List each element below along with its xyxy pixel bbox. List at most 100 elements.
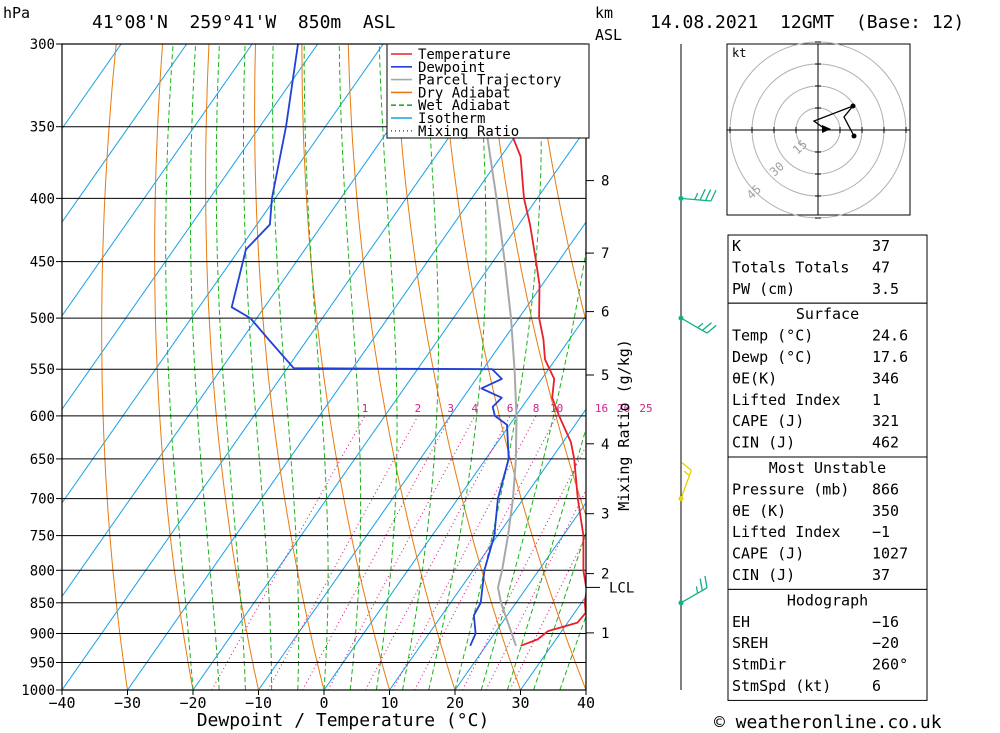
temperature-tick-label: −40 — [48, 694, 75, 712]
index-value: 260° — [872, 656, 908, 674]
wet-adiabat-line — [215, 44, 246, 690]
pressure-tick-label: 450 — [30, 255, 55, 271]
legend-label: Temperature — [418, 47, 511, 63]
km-tick-label: 5 — [601, 368, 609, 384]
isotherm-line — [62, 44, 188, 224]
temperature-tick-label: 0 — [319, 694, 328, 712]
index-section-title: Surface — [796, 305, 859, 323]
wind-barb-shaft — [680, 317, 708, 334]
km-tick-label: 7 — [601, 246, 609, 262]
pressure-tick-label: 700 — [30, 492, 55, 508]
index-value: 47 — [872, 258, 890, 276]
index-value: 346 — [872, 369, 899, 387]
wind-barb — [678, 575, 708, 606]
wet-adiabat-line — [272, 44, 300, 690]
wind-barb-feather — [699, 578, 703, 591]
wind-barb-shaft — [680, 470, 692, 499]
legend-label: Wet Adiabat — [418, 98, 511, 114]
mixing-ratio-label: 16 — [595, 402, 608, 415]
km-tick-label: 8 — [601, 174, 609, 190]
legend-label: Dewpoint — [418, 60, 485, 76]
index-box-hodograph_box — [727, 588, 928, 701]
km-tick-label: 2 — [601, 567, 609, 583]
wind-barb-feather — [683, 470, 690, 476]
wind-barb-feather — [704, 189, 712, 201]
wind-barb — [678, 188, 717, 202]
km-tick-label: 4 — [601, 437, 609, 453]
dry-adiabat-line — [533, 44, 586, 323]
hpa-unit-label: hPa — [3, 4, 30, 22]
x-axis-title: Dewpoint / Temperature (°C) — [197, 710, 490, 731]
pressure-tick-label: 600 — [30, 409, 55, 425]
pressure-tick-label: 350 — [30, 120, 55, 136]
pressure-tick-label: 750 — [30, 529, 55, 545]
wind-barb-feather — [697, 322, 704, 329]
wind-barb-feather — [710, 189, 717, 202]
index-label: Lifted Index — [732, 523, 840, 541]
isotherm-line — [389, 408, 586, 690]
index-label: Dewp (°C) — [732, 348, 813, 366]
mixing-ratio-label: 3 — [447, 402, 454, 415]
storm-motion-marker — [822, 125, 831, 133]
isotherm-line — [258, 221, 586, 690]
index-value: 1 — [872, 391, 881, 409]
km-tick-label: 3 — [601, 507, 609, 523]
legend-label: Mixing Ratio — [418, 124, 519, 140]
temperature-tick-label: 30 — [511, 694, 529, 712]
wet-adiabat-line — [303, 44, 329, 690]
index-label: Totals Totals — [732, 258, 849, 276]
mixing-ratio-label: 4 — [471, 402, 478, 415]
index-box-surface — [727, 302, 928, 458]
mixing-ratio-line — [414, 415, 558, 690]
mixing-ratio-label: 2 — [415, 402, 422, 415]
index-value: 37 — [872, 566, 890, 584]
index-label: SREH — [732, 634, 768, 652]
wind-barb-shaft — [680, 587, 708, 604]
wet-adiabat-line — [190, 44, 220, 690]
wind-barb-feather — [701, 322, 712, 331]
pressure-tick-label: 1000 — [21, 683, 55, 699]
asl-unit-label: ASL — [595, 26, 622, 44]
index-section-title: Most Unstable — [769, 459, 886, 477]
mixing-ratio-label: 8 — [533, 402, 540, 415]
isotherm-line — [62, 44, 253, 317]
index-box-most_unstable — [727, 456, 928, 590]
mixing-ratio-label: 20 — [617, 402, 630, 415]
index-label: EH — [732, 613, 750, 631]
wind-barb — [678, 462, 692, 502]
km-tick-label: 6 — [601, 305, 609, 321]
index-value: 321 — [872, 412, 899, 430]
temperature-tick-label: 40 — [577, 694, 595, 712]
datetime-label: 14.08.2021 12GMT (Base: 12) — [650, 12, 964, 33]
index-value: −20 — [872, 634, 899, 652]
pressure-tick-label: 400 — [30, 191, 55, 207]
series-parcel-trajectory-line — [472, 44, 518, 647]
index-value: 6 — [872, 677, 881, 695]
wind-barb-feather — [704, 575, 708, 588]
legend-label: Dry Adiabat — [418, 85, 511, 101]
isotherm-line — [62, 44, 319, 411]
wet-adiabat-line — [338, 44, 362, 690]
legend-label: Parcel Trajectory — [418, 73, 561, 89]
mixing-ratio-label: 25 — [639, 402, 652, 415]
temperature-tick-label: 20 — [446, 694, 464, 712]
index-label: StmDir — [732, 656, 786, 674]
index-value: −16 — [872, 613, 899, 631]
index-value: 37 — [872, 237, 890, 255]
series-dewpoint-line — [230, 44, 510, 647]
pressure-tick-label: 900 — [30, 627, 55, 643]
pressure-tick-label: 950 — [30, 656, 55, 672]
index-value: 462 — [872, 434, 899, 452]
index-value: 24.6 — [872, 327, 908, 345]
index-label: CIN (J) — [732, 566, 795, 584]
km-unit-label: km — [595, 4, 613, 22]
copyright: © weatheronline.co.uk — [714, 712, 942, 733]
index-section-title: Hodograph — [787, 591, 868, 609]
pressure-tick-label: 300 — [30, 37, 55, 53]
wind-barb — [678, 315, 717, 334]
isotherm-line — [454, 501, 586, 690]
mixing-ratio-label: 1 — [362, 402, 369, 415]
dry-adiabat-line — [952, 44, 1000, 690]
axes: 3003504004505005506006507007508008509009… — [21, 37, 634, 712]
